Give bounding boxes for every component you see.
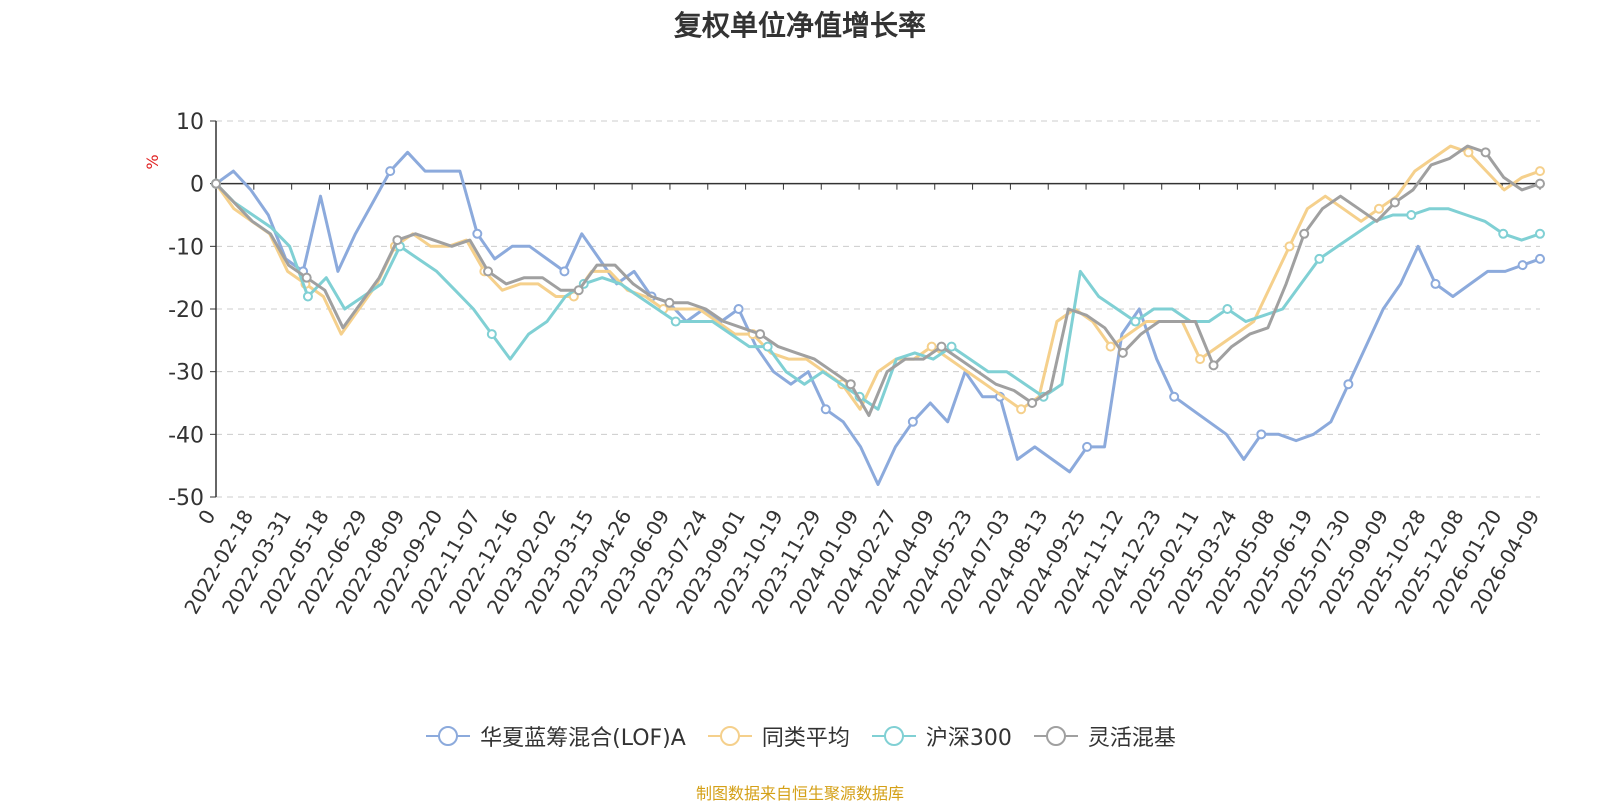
series-point bbox=[1463, 147, 1474, 158]
legend-swatch-icon bbox=[871, 726, 916, 746]
series-point bbox=[472, 228, 483, 239]
series-point bbox=[1406, 210, 1417, 220]
legend-swatch-icon bbox=[426, 726, 471, 746]
legend-swatch-icon bbox=[1033, 726, 1078, 746]
legend-item[interactable]: 沪深300 bbox=[870, 720, 1012, 752]
series-point bbox=[573, 285, 584, 296]
series-point bbox=[1130, 316, 1141, 327]
series-point bbox=[1082, 441, 1093, 452]
legend-item[interactable]: 华夏蓝筹混合(LOF)A bbox=[424, 720, 686, 752]
series-line-2 bbox=[214, 182, 1541, 411]
series-point bbox=[664, 297, 675, 308]
series-point bbox=[926, 341, 937, 352]
legend: 华夏蓝筹混合(LOF)A 同类平均 沪深300 灵活混基 bbox=[0, 720, 1600, 752]
x-tick-label: 0 bbox=[193, 506, 220, 529]
y-tick-label: 0 bbox=[190, 173, 204, 198]
series-point bbox=[946, 341, 957, 352]
series-point bbox=[1195, 354, 1206, 365]
series-point bbox=[845, 379, 856, 390]
series-point bbox=[1430, 278, 1441, 289]
series-point bbox=[907, 416, 918, 427]
series-line-1 bbox=[214, 144, 1541, 411]
series-line-0 bbox=[215, 150, 1541, 486]
series-point bbox=[1256, 429, 1267, 440]
series-point bbox=[483, 266, 494, 277]
series-point bbox=[1343, 379, 1354, 390]
y-tick-label: -20 bbox=[168, 298, 204, 323]
series-point bbox=[1117, 347, 1128, 358]
y-tick-label: -50 bbox=[168, 486, 204, 511]
series-point bbox=[559, 266, 570, 277]
legend-swatch-icon bbox=[707, 726, 752, 746]
series-point bbox=[1284, 241, 1295, 252]
series-point bbox=[670, 316, 681, 327]
series-point bbox=[1535, 178, 1545, 189]
series-point bbox=[385, 166, 396, 177]
legend-label: 华夏蓝筹混合(LOF)A bbox=[480, 726, 686, 751]
series-point bbox=[1535, 228, 1545, 239]
series-point bbox=[392, 235, 403, 246]
series-point bbox=[755, 329, 766, 340]
series-point bbox=[1535, 166, 1545, 177]
series-point bbox=[936, 341, 947, 352]
series-point bbox=[733, 304, 744, 314]
legend-item[interactable]: 灵活混基 bbox=[1032, 720, 1176, 752]
y-tick-label: -30 bbox=[168, 361, 204, 386]
series-point bbox=[1208, 360, 1219, 371]
series-point bbox=[301, 272, 312, 283]
series-point bbox=[1389, 197, 1400, 208]
series-point bbox=[820, 404, 831, 415]
legend-label: 同类平均 bbox=[761, 726, 850, 751]
series-point bbox=[211, 178, 221, 189]
series-point bbox=[1169, 391, 1180, 402]
series-point bbox=[1480, 147, 1491, 158]
source-note: 制图数据来自恒生聚源数据库 bbox=[695, 784, 904, 803]
series-point bbox=[1498, 228, 1509, 239]
series-point bbox=[1105, 341, 1116, 352]
legend-item[interactable]: 同类平均 bbox=[706, 720, 850, 752]
y-axis-label: % bbox=[143, 154, 162, 169]
legend-label: 沪深300 bbox=[925, 726, 1012, 751]
chart-title: 复权单位净值增长率 bbox=[673, 9, 926, 42]
series-point bbox=[1517, 260, 1528, 271]
y-tick-label: -10 bbox=[168, 235, 204, 260]
series-point bbox=[1299, 228, 1310, 239]
series-point bbox=[1027, 398, 1038, 408]
series-point bbox=[1222, 304, 1233, 314]
series-line-3 bbox=[214, 144, 1541, 417]
series-point bbox=[1373, 203, 1384, 214]
series-point bbox=[762, 341, 773, 352]
series-point bbox=[302, 291, 313, 302]
series-point bbox=[1535, 253, 1545, 264]
y-tick-label: -40 bbox=[168, 423, 204, 448]
legend-label: 灵活混基 bbox=[1087, 726, 1176, 751]
y-tick-label: 10 bbox=[176, 110, 204, 135]
series-point bbox=[1016, 404, 1027, 415]
series-point bbox=[486, 329, 497, 340]
series-point bbox=[1314, 253, 1325, 264]
